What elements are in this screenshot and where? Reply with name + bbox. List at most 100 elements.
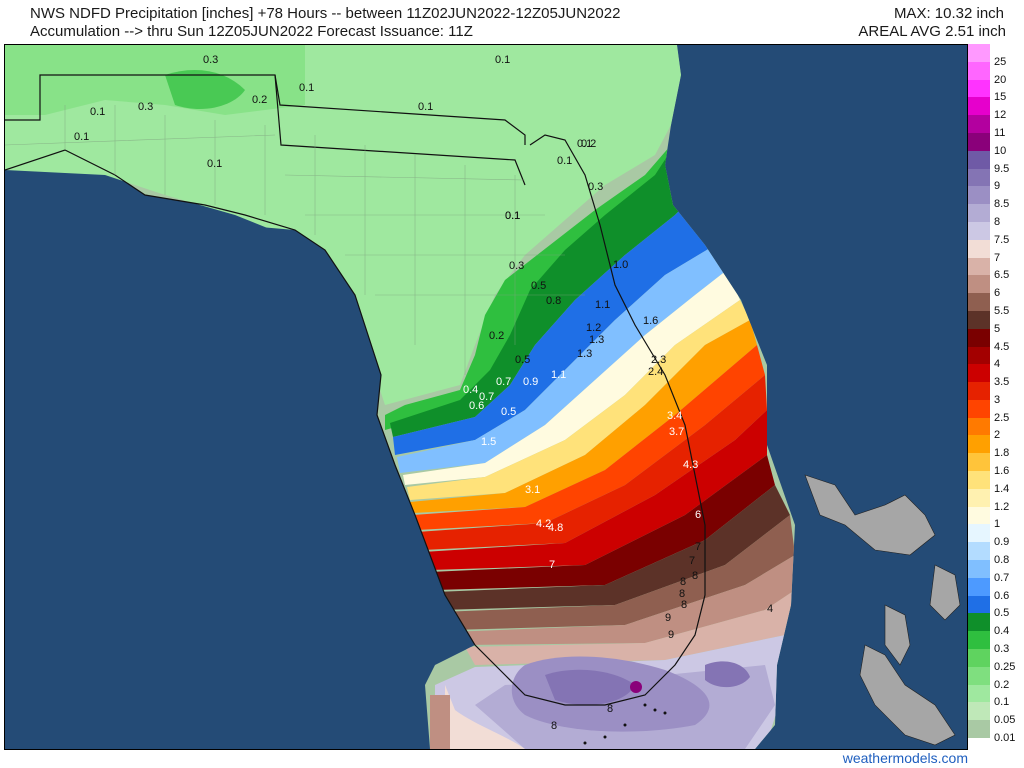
map-canvas: 0.3 0.10.1 0.30.10.20.10.10.10.10.20.10.10… [5, 45, 967, 749]
map-value-label: 0.5 [501, 406, 516, 418]
map-value-label: 7 [695, 541, 701, 553]
coastline-outlines [5, 74, 706, 706]
legend-swatch [968, 275, 990, 294]
legend-label: 0.3 [994, 643, 1010, 656]
map-value-label: 0.1 [557, 155, 572, 167]
florida-keys [583, 703, 667, 745]
map-value-label: 8 [607, 703, 613, 715]
legend-swatch [968, 453, 990, 472]
legend-swatch [968, 560, 990, 579]
legend-label: 0.4 [994, 625, 1010, 638]
legend-swatch [968, 471, 990, 490]
legend-label: 15 [994, 91, 1007, 104]
legend-label: 8 [994, 215, 1001, 228]
legend-swatch [968, 150, 990, 170]
areal-average-text: AREAL AVG 2.51 inch [858, 23, 1006, 40]
legend-swatch [968, 364, 990, 383]
map-value-label: 4.3 [683, 459, 698, 471]
legend-swatch [968, 435, 990, 454]
legend-swatch [968, 399, 990, 419]
legend-swatch [968, 684, 990, 703]
legend-swatch [968, 577, 990, 597]
legend-swatch [968, 702, 990, 721]
legend-label: 7 [994, 251, 1001, 264]
legend-label: 10 [994, 144, 1007, 157]
legend-swatch [968, 293, 990, 312]
legend-swatch [968, 79, 990, 98]
legend-swatch [968, 488, 990, 508]
map-value-label: 1.3 [589, 334, 604, 346]
color-legend [968, 44, 990, 739]
legend-label: 2.5 [994, 411, 1010, 424]
legend-label: 5 [994, 322, 1001, 335]
legend-label: 0.2 [994, 678, 1010, 691]
map-value-label: 7 [689, 555, 695, 567]
legend-swatch [968, 328, 990, 347]
map-value-label: 4 [767, 603, 773, 615]
map-value-label: 0.9 [523, 376, 538, 388]
map-value-label: 0.6 [469, 400, 484, 412]
map-value-label: 1.6 [643, 315, 658, 327]
map-value-label: 0.2 [581, 138, 596, 150]
map-value-label: 9 [665, 612, 671, 624]
map-value-label: 3.4 [667, 410, 682, 422]
legend-label: 0.8 [994, 554, 1010, 567]
legend-swatch [968, 720, 990, 739]
map-value-label: 0.1 [207, 158, 222, 170]
map-value-label: 0.3 [203, 54, 218, 66]
credit-text: weathermodels.com [842, 750, 968, 766]
legend-swatch [968, 542, 990, 561]
map-value-label: 0.8 [546, 295, 561, 307]
legend-swatch [968, 346, 990, 365]
legend-label: 1.4 [994, 482, 1010, 495]
bahamas-islands [804, 474, 961, 746]
legend-swatch [968, 44, 990, 63]
map-value-label: 1.0 [613, 259, 628, 271]
map-value-label: 0.1 [505, 210, 520, 222]
map-value-label: 6 [695, 509, 701, 521]
legend-swatch [968, 649, 990, 668]
map-value-label: 0.1 [90, 106, 105, 118]
map-value-label: 0.1 [418, 101, 433, 113]
legend-swatch [968, 239, 990, 259]
map-value-label: 0.1 [299, 82, 314, 94]
legend-swatch [968, 524, 990, 543]
precipitation-field [5, 45, 795, 749]
legend-label: 9 [994, 180, 1001, 193]
legend-label: 4 [994, 358, 1001, 371]
legend-swatch [968, 204, 990, 223]
legend-label: 1.6 [994, 465, 1010, 478]
legend-swatch [968, 221, 990, 241]
map-value-label: 8 [681, 599, 687, 611]
map-value-label: 8 [679, 588, 685, 600]
legend-swatch [968, 666, 990, 686]
map-value-label: 0.1 [495, 54, 510, 66]
map-value-label: 7 [549, 559, 555, 571]
legend-label: 1 [994, 518, 1001, 531]
map-value-label: 0.3 [588, 181, 603, 193]
legend-label: 5.5 [994, 304, 1010, 317]
map-value-label: 0.7 [496, 376, 511, 388]
precipitation-map: 0.3 0.1 0.1 0.3 0.1 0.2 0.1 0.1 0.1 0.1 0.2 0.1 0.1 0… [4, 44, 968, 750]
map-title-line1: NWS NDFD Precipitation [inches] +78 Hour… [30, 5, 621, 22]
legend-label: 2 [994, 429, 1001, 442]
map-value-label: 0.1 [505, 210, 520, 222]
legend-label: 6.5 [994, 269, 1010, 282]
legend-swatch [968, 382, 990, 401]
legend-label: 6 [994, 287, 1001, 300]
map-value-label: 8 [692, 570, 698, 582]
map-value-label: 8 [680, 576, 686, 588]
legend-label: 0.7 [994, 571, 1010, 584]
legend-swatch [968, 186, 990, 205]
map-value-label: 0.2 [252, 94, 267, 106]
map-value-label: 0.5 [515, 354, 530, 366]
map-value-label: 2.3 [651, 354, 666, 366]
legend-swatch [968, 595, 990, 614]
map-value-label: 0.2 [489, 330, 504, 342]
legend-label: 0.9 [994, 536, 1010, 549]
legend-swatch [968, 115, 990, 134]
legend-label: 0.1 [994, 696, 1010, 709]
map-value-label: 1.1 [551, 369, 566, 381]
legend-label: 8.5 [994, 198, 1010, 211]
max-value-text: MAX: 10.32 inch [893, 5, 1004, 22]
